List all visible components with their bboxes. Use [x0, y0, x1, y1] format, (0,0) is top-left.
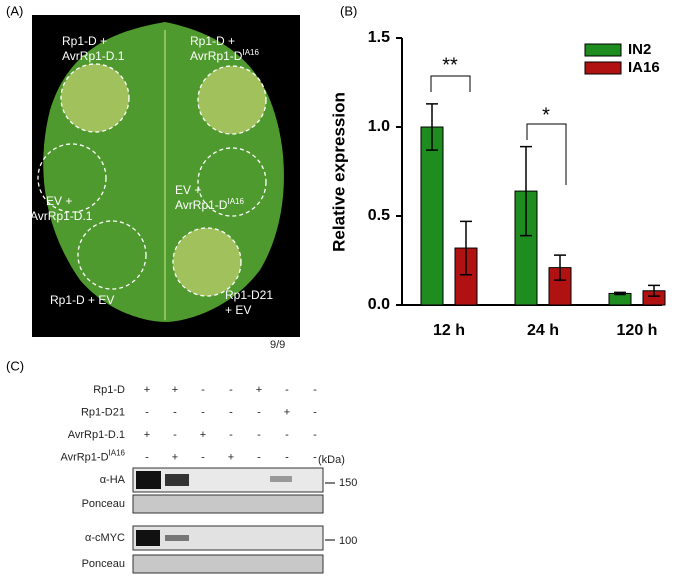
x-tick-label: 24 h — [527, 322, 559, 339]
treatment-mark: + — [172, 384, 178, 396]
treatment-mark: - — [257, 429, 261, 441]
annotation: * — [542, 104, 550, 126]
treatment-mark: - — [229, 406, 233, 418]
y-tick-label: 1.5 — [368, 29, 390, 46]
treatment-mark: - — [201, 451, 205, 463]
x-tick-label: 120 h — [617, 322, 658, 339]
y-tick-label: 0.5 — [368, 207, 390, 224]
row-label: Rp1-D21 — [81, 406, 125, 418]
error-bar — [648, 284, 660, 297]
treatment-mark: - — [173, 429, 177, 441]
leaf-label: AvrRp1-D.1 — [62, 49, 125, 63]
legend-label: IA16 — [628, 59, 660, 76]
blot-images — [132, 467, 335, 574]
row-label: AvrRp1-DIA16 — [60, 448, 125, 463]
significance-bracket — [430, 75, 471, 92]
superscript: IA16 — [109, 448, 126, 457]
leaf-label: Rp1-D21 — [225, 288, 273, 302]
treatment-mark: - — [285, 429, 289, 441]
bar — [420, 126, 444, 306]
y-axis-title: Relative expression — [329, 92, 348, 252]
treatment-mark: - — [313, 451, 317, 463]
treatment-mark: - — [229, 429, 233, 441]
count: 9/9 — [270, 339, 285, 351]
error-bar — [426, 103, 438, 151]
treatment-mark: - — [229, 384, 233, 396]
label-part: AvrRp1-D.1 — [62, 49, 125, 63]
legend-swatch — [584, 43, 622, 57]
panel-tag: (A) — [6, 3, 23, 18]
leaf-label: AvrRp1-D.1 — [30, 209, 93, 223]
treatment-mark: + — [256, 384, 262, 396]
leaf-label: AvrRp1-DIA16 — [190, 48, 259, 64]
label-part: Rp1-D — [93, 384, 125, 396]
label-part: AvrRp1-D — [60, 451, 108, 463]
treatment-mark: - — [145, 451, 149, 463]
label-part: AvrRp1-D.1 — [68, 429, 125, 441]
label-part: AvrRp1-D — [175, 198, 228, 212]
label-part: AvrRp1-D.1 — [30, 209, 93, 223]
leaf-label: EV + — [175, 183, 201, 197]
leaf — [43, 22, 284, 322]
x-tick-label: 12 h — [433, 322, 465, 339]
treatment-mark: + — [144, 384, 150, 396]
treatment-mark: - — [201, 384, 205, 396]
treatment-mark: + — [200, 429, 206, 441]
annotation: ** — [442, 54, 458, 76]
error-bar — [520, 145, 532, 237]
treatment-mark: - — [173, 406, 177, 418]
blot-label: Ponceau — [82, 558, 125, 570]
treatment-mark: - — [285, 451, 289, 463]
unit: (kDa) — [318, 454, 345, 466]
size-marker: 150 — [339, 477, 357, 489]
treatment-mark: - — [257, 406, 261, 418]
treatment-mark: + — [144, 429, 150, 441]
blot-label: α-cMYC — [85, 532, 125, 544]
leaf-label: Rp1-D + — [190, 34, 235, 48]
treatment-mark: - — [145, 406, 149, 418]
size-marker: 100 — [339, 535, 357, 547]
superscript: IA16 — [227, 197, 244, 206]
error-bar — [614, 291, 626, 296]
treatment-mark: + — [228, 451, 234, 463]
treatment-mark: + — [172, 451, 178, 463]
panel-tag: (C) — [6, 358, 24, 373]
blot-label: α-HA — [100, 474, 126, 486]
row-label: Rp1-D — [93, 384, 125, 396]
panel-tag: (B) — [340, 3, 357, 18]
label-part: + EV — [225, 303, 251, 317]
leaf-label: Rp1-D + — [62, 34, 107, 48]
treatment-mark: - — [201, 406, 205, 418]
legend-label: IN2 — [628, 41, 651, 58]
treatment-mark: - — [257, 451, 261, 463]
treatment-mark: + — [284, 406, 290, 418]
superscript: IA16 — [242, 48, 259, 57]
y-tick-label: 1.0 — [368, 118, 390, 135]
leaf-label: Rp1-D + EV — [50, 293, 114, 307]
treatment-mark: - — [313, 429, 317, 441]
error-bar — [460, 220, 472, 276]
treatment-mark: - — [285, 384, 289, 396]
legend-swatch — [584, 61, 622, 75]
leaf-label: AvrRp1-DIA16 — [175, 197, 244, 213]
row-label: AvrRp1-D.1 — [68, 429, 125, 441]
leaf-label: + EV — [225, 303, 251, 317]
infiltration-circles — [37, 63, 267, 297]
y-tick-label: 0.0 — [368, 296, 390, 313]
label-part: AvrRp1-D — [190, 49, 243, 63]
leaf-label: EV + — [46, 194, 72, 208]
significance-bracket — [526, 123, 567, 185]
error-bar — [554, 254, 566, 281]
label-part: Rp1-D21 — [81, 406, 125, 418]
blot-label: Ponceau — [82, 498, 125, 510]
treatment-mark: - — [313, 406, 317, 418]
treatment-mark: - — [313, 384, 317, 396]
